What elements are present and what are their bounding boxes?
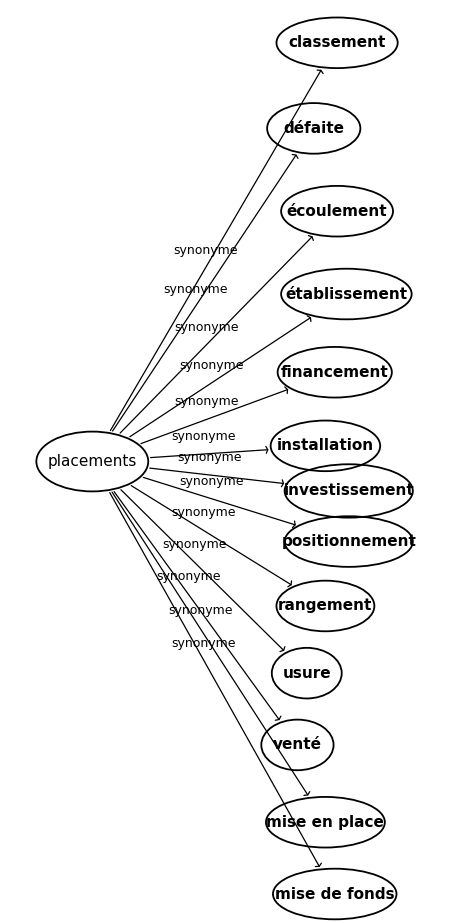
Text: synonyme: synonyme [173,245,237,258]
Text: écoulement: écoulement [287,204,387,219]
Text: financement: financement [281,365,389,379]
Text: synonyme: synonyme [163,282,227,295]
Text: synonyme: synonyme [175,395,239,408]
Text: synonyme: synonyme [171,506,235,519]
Text: mise en place: mise en place [266,815,385,830]
Text: synonyme: synonyme [162,538,227,551]
Text: synonyme: synonyme [156,570,220,583]
Text: placements: placements [48,454,137,469]
Text: rangement: rangement [278,598,372,614]
Text: synonyme: synonyme [179,359,243,372]
Text: classement: classement [288,35,386,50]
Text: synonyme: synonyme [178,451,242,464]
Text: mise de fonds: mise de fonds [275,886,394,902]
Text: établissement: établissement [285,286,408,302]
Text: synonyme: synonyme [174,320,239,333]
Text: positionnement: positionnement [281,534,416,549]
Text: défaite: défaite [283,121,344,136]
Text: synonyme: synonyme [168,605,233,617]
Text: investissement: investissement [283,484,414,498]
Text: venté: venté [273,737,322,752]
Text: synonyme: synonyme [172,637,236,650]
Text: synonyme: synonyme [179,474,244,487]
Text: usure: usure [282,665,331,680]
Text: synonyme: synonyme [171,430,235,443]
Text: installation: installation [277,438,374,453]
